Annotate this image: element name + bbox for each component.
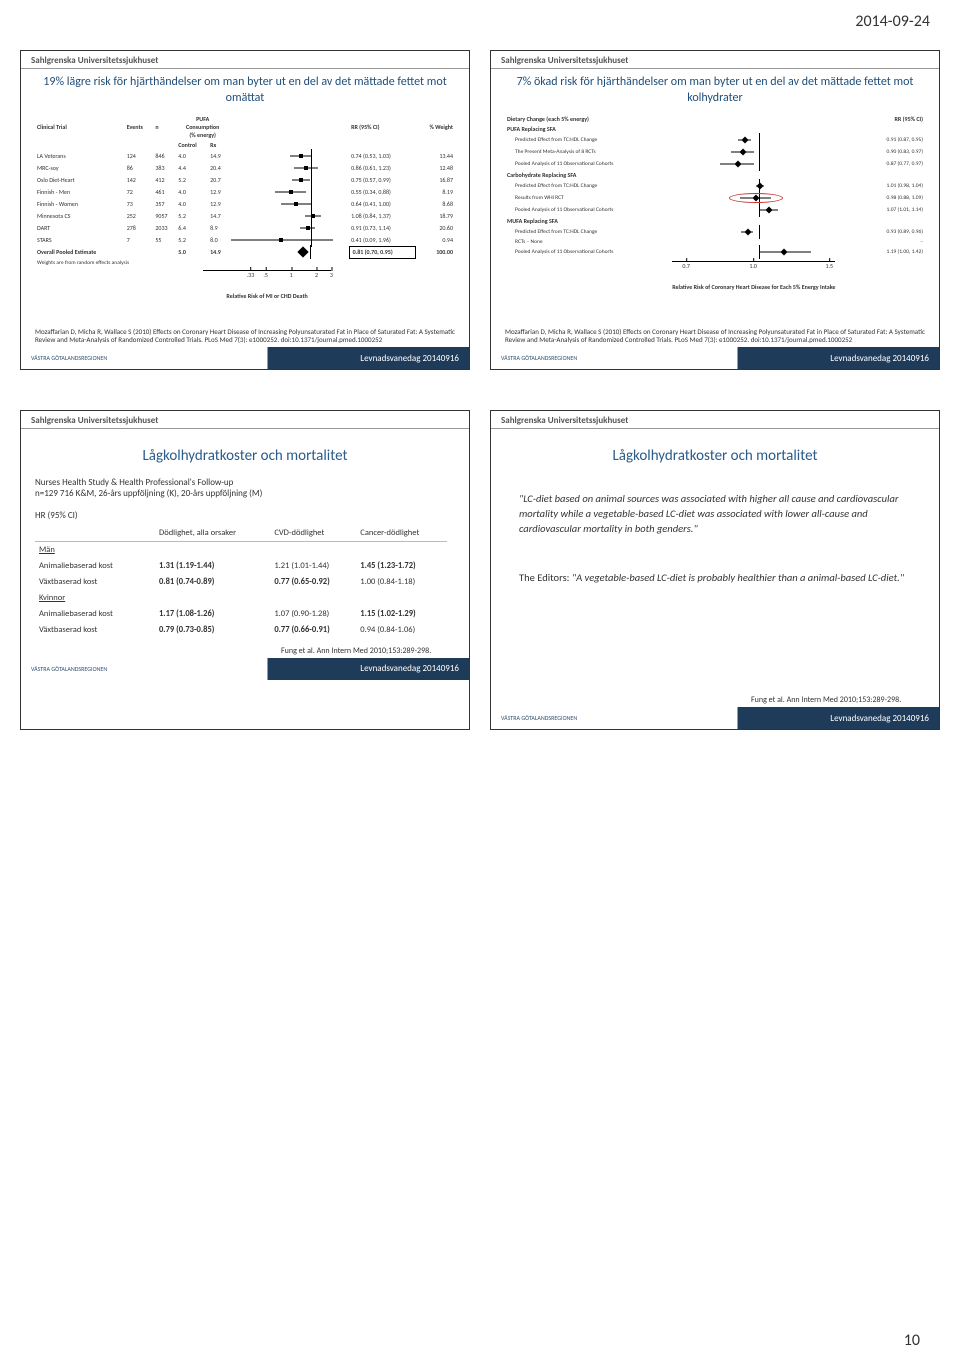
slide-footer: VÄSTRA GÖTALANDSREGIONEN Levnadsvanedag … xyxy=(491,347,939,369)
org-name: Sahlgrenska Universitetssjukhuset xyxy=(31,55,459,66)
study-info: Nurses Health Study & Health Professiona… xyxy=(21,477,469,506)
footer-text: Levnadsvanedag 20140916 xyxy=(360,663,459,674)
footer-logo: VÄSTRA GÖTALANDSREGIONEN xyxy=(501,355,577,361)
quote-1: "LC-diet based on animal sources was ass… xyxy=(505,481,925,547)
slide-3: Sahlgrenska Universitetssjukhuset Lågkol… xyxy=(20,410,470,730)
citation: Mozaffarian D, Micha R, Wallace S (2010)… xyxy=(491,324,939,348)
footer-text: Levnadsvanedag 20140916 xyxy=(830,713,929,724)
study-line-1: Nurses Health Study & Health Professiona… xyxy=(35,477,455,489)
slide-title: Lågkolhydratkoster och mortalitet xyxy=(21,429,469,477)
slide-header: Sahlgrenska Universitetssjukhuset xyxy=(491,51,939,69)
org-name: Sahlgrenska Universitetssjukhuset xyxy=(501,55,929,66)
footer-text: Levnadsvanedag 20140916 xyxy=(360,353,459,364)
forest-plot-1: Clinical TrialEventsn PUFAConsumption(% … xyxy=(21,110,469,323)
forest-plot-2: Dietary Change (each 5% energy)RR (95% C… xyxy=(491,110,939,323)
study-line-2: n=129 716 K&M, 26-års uppföljning (K), 2… xyxy=(35,488,455,500)
mortality-table: Dödlighet, alla orsakerCVD-dödlighetCanc… xyxy=(35,525,447,638)
footer-logo: VÄSTRA GÖTALANDSREGIONEN xyxy=(501,715,577,721)
slide-2: Sahlgrenska Universitetssjukhuset 7% öka… xyxy=(490,50,940,370)
quote-body: "LC-diet based on animal sources was ass… xyxy=(491,477,939,690)
date-stamp: 2014-09-24 xyxy=(855,12,930,31)
reference: Fung et al. Ann Intern Med 2010;153:289-… xyxy=(491,689,939,707)
slide-row-2: Sahlgrenska Universitetssjukhuset Lågkol… xyxy=(20,410,940,730)
slide-footer: VÄSTRA GÖTALANDSREGIONEN Levnadsvanedag … xyxy=(491,707,939,729)
hr-label: HR (95% CI) xyxy=(21,506,469,523)
quote-lead: The Editors: xyxy=(519,571,569,584)
footer-logo: VÄSTRA GÖTALANDSREGIONEN xyxy=(31,355,107,361)
slide-header: Sahlgrenska Universitetssjukhuset xyxy=(491,411,939,429)
footer-text: Levnadsvanedag 20140916 xyxy=(830,353,929,364)
page-number: 10 xyxy=(904,1331,920,1350)
slide-row-1: Sahlgrenska Universitetssjukhuset 19% lä… xyxy=(20,50,940,370)
org-name: Sahlgrenska Universitetssjukhuset xyxy=(31,415,459,426)
slide-title: Lågkolhydratkoster och mortalitet xyxy=(491,429,939,477)
slide-title: 7% ökad risk för hjärthändelser om man b… xyxy=(491,69,939,110)
quote-text: "A vegetable-based LC-diet is probably h… xyxy=(572,571,904,584)
reference: Fung et al. Ann Intern Med 2010;153:289-… xyxy=(21,640,469,658)
slide-1: Sahlgrenska Universitetssjukhuset 19% lä… xyxy=(20,50,470,370)
slide-title: 19% lägre risk för hjärthändelser om man… xyxy=(21,69,469,110)
slide-4: Sahlgrenska Universitetssjukhuset Lågkol… xyxy=(490,410,940,730)
citation: Mozaffarian D, Micha R, Wallace S (2010)… xyxy=(21,324,469,348)
slide-header: Sahlgrenska Universitetssjukhuset xyxy=(21,51,469,69)
slide-footer: VÄSTRA GÖTALANDSREGIONEN Levnadsvanedag … xyxy=(21,347,469,369)
org-name: Sahlgrenska Universitetssjukhuset xyxy=(501,415,929,426)
page: 2014-09-24 10 Sahlgrenska Universitetssj… xyxy=(0,0,960,1368)
slide-header: Sahlgrenska Universitetssjukhuset xyxy=(21,411,469,429)
footer-logo: VÄSTRA GÖTALANDSREGIONEN xyxy=(31,666,107,672)
slide-footer: VÄSTRA GÖTALANDSREGIONEN Levnadsvanedag … xyxy=(21,658,469,680)
quote-2: The Editors: "A vegetable-based LC-diet … xyxy=(505,560,925,595)
